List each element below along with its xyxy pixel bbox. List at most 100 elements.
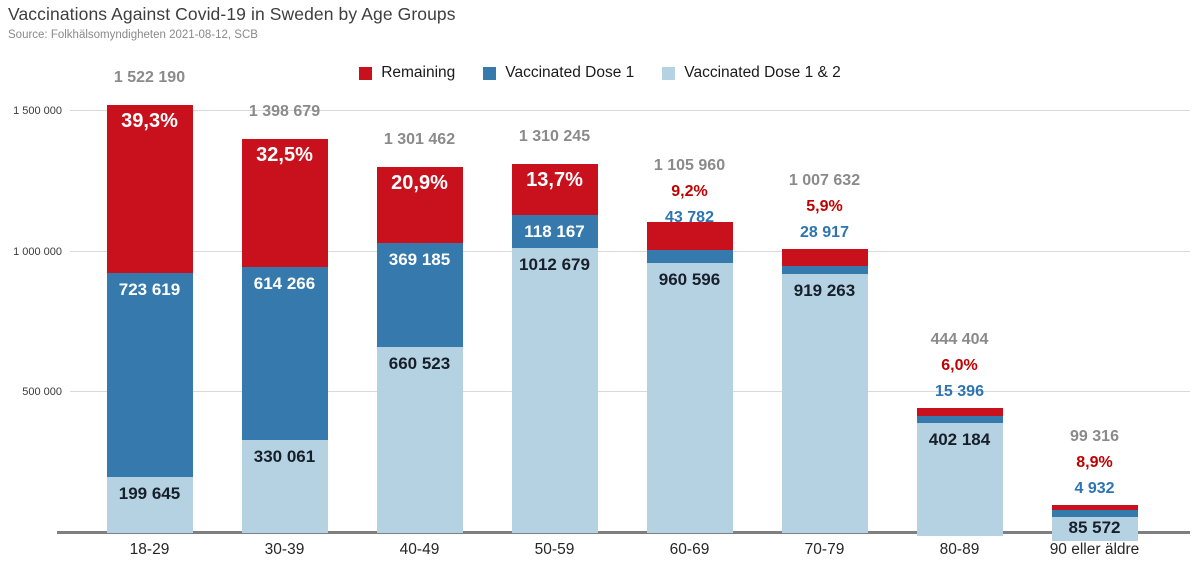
x-axis-label: 40-49 bbox=[399, 541, 440, 558]
bar-column: 1 398 679 32,5% 614 266 330 061 bbox=[217, 90, 352, 533]
bar-total-label: 99 316 bbox=[1070, 428, 1119, 446]
bar-dose1-label: 43 782 bbox=[665, 208, 714, 226]
y-axis-tick: 1 500 000 bbox=[13, 104, 62, 117]
segment-dose1-2: 85 572 bbox=[1051, 517, 1138, 542]
segment-dose1-2: 402 184 bbox=[916, 422, 1003, 536]
bar-dose1-2-label: 85 572 bbox=[1068, 518, 1121, 538]
bar-dose1-2-label: 660 523 bbox=[388, 354, 451, 374]
bar-column: 1 310 245 13,7% 118 167 1012 679 bbox=[487, 90, 622, 533]
y-axis: 500 000 1 000 000 1 500 000 bbox=[0, 90, 62, 533]
x-axis-label: 70-79 bbox=[804, 541, 845, 558]
stacked-bar: 32,5% 614 266 330 061 bbox=[241, 139, 328, 533]
legend-item-remaining: Remaining bbox=[359, 64, 455, 82]
bar-remaining-pct-label: 32,5% bbox=[256, 144, 313, 167]
bar-total-label: 1 398 679 bbox=[248, 103, 321, 121]
segment-dose1-2: 199 645 bbox=[106, 476, 193, 533]
bar-dose1-2-label: 199 645 bbox=[118, 483, 181, 503]
remaining-swatch-icon bbox=[359, 66, 373, 80]
bar-remaining-pct-label: 9,2% bbox=[671, 182, 708, 200]
segment-remaining bbox=[646, 221, 733, 251]
segment-dose1: 614 266 bbox=[241, 267, 328, 441]
legend: Remaining Vaccinated Dose 1 Vaccinated D… bbox=[0, 64, 1200, 82]
segment-remaining: 32,5% bbox=[241, 139, 328, 268]
bar-total-label: 1 301 462 bbox=[383, 130, 456, 148]
stacked-bar: 919 263 bbox=[781, 249, 868, 533]
bar-total-label: 1 105 960 bbox=[653, 156, 726, 174]
bar-remaining-pct-label: 8,9% bbox=[1076, 454, 1113, 472]
bar-column: 1 522 190 39,3% 723 619 199 645 bbox=[82, 69, 217, 533]
bar-column: 1 105 960 9,2% 43 782 960 596 bbox=[622, 90, 757, 533]
segment-remaining bbox=[781, 249, 868, 267]
bar-dose1-label: 369 185 bbox=[388, 250, 451, 270]
segment-dose1-2: 660 523 bbox=[376, 347, 463, 533]
x-axis-label: 60-69 bbox=[669, 541, 710, 558]
bar-column: 1 007 632 5,9% 28 917 919 263 bbox=[757, 90, 892, 533]
bar-remaining-pct-label: 39,3% bbox=[121, 109, 178, 132]
bar-column: 1 301 462 20,9% 369 185 660 523 bbox=[352, 90, 487, 533]
x-axis-label: 90 eller äldre bbox=[1049, 541, 1140, 558]
bar-dose1-label: 118 167 bbox=[524, 221, 585, 241]
bars-row: 1 522 190 39,3% 723 619 199 645 1 398 679 32,… bbox=[82, 69, 1162, 542]
bar-total-label: 1 310 245 bbox=[518, 128, 591, 146]
x-axis-label: 30-39 bbox=[264, 541, 305, 558]
bar-labels-above: 1 301 462 bbox=[310, 127, 530, 153]
bar-labels-above: 1 310 245 bbox=[445, 124, 665, 150]
segment-dose1 bbox=[781, 266, 868, 275]
bar-dose1-label: 723 619 bbox=[118, 280, 181, 300]
segment-dose1 bbox=[1051, 510, 1138, 518]
gridline bbox=[70, 109, 1190, 111]
bar-labels-above: 1 105 960 9,2% 43 782 bbox=[580, 153, 800, 231]
legend-label: Vaccinated Dose 1 bbox=[505, 64, 635, 81]
segment-dose1: 723 619 bbox=[106, 273, 193, 477]
bar-labels-above: 444 404 6,0% 15 396 bbox=[850, 327, 1070, 405]
dose1-swatch-icon bbox=[483, 66, 497, 80]
legend-item-dose1: Vaccinated Dose 1 bbox=[483, 64, 634, 82]
segment-dose1-2: 1012 679 bbox=[511, 248, 598, 533]
bar-total-label: 444 404 bbox=[930, 330, 989, 348]
bar-labels-above: 1 398 679 bbox=[175, 99, 395, 125]
x-axis-label: 18-29 bbox=[129, 541, 170, 558]
segment-dose1 bbox=[916, 415, 1003, 423]
legend-label: Vaccinated Dose 1 & 2 bbox=[684, 64, 841, 81]
stacked-bar: 13,7% 118 167 1012 679 bbox=[511, 164, 598, 533]
bar-dose1-label: 614 266 bbox=[253, 274, 316, 294]
stacked-bar: 402 184 bbox=[916, 407, 1003, 536]
segment-remaining: 13,7% bbox=[511, 164, 598, 215]
segment-dose1-2: 960 596 bbox=[646, 262, 733, 533]
bar-dose1-label: 15 396 bbox=[935, 382, 984, 400]
bar-labels-above: 1 007 632 5,9% 28 917 bbox=[715, 168, 935, 246]
bar-dose1-2-label: 402 184 bbox=[928, 429, 991, 449]
legend-item-dose1-2: Vaccinated Dose 1 & 2 bbox=[662, 64, 841, 82]
source-caption: Source: Folkhälsomyndigheten 2021-08-12,… bbox=[8, 29, 258, 41]
segment-dose1 bbox=[646, 250, 733, 263]
segment-remaining bbox=[916, 407, 1003, 416]
y-axis-tick: 1 000 000 bbox=[13, 245, 62, 258]
x-axis-line bbox=[57, 531, 1190, 534]
bar-total-label: 1 522 190 bbox=[113, 68, 186, 86]
page-title: Vaccinations Against Covid-19 in Sweden … bbox=[8, 4, 456, 24]
segment-remaining: 39,3% bbox=[106, 104, 193, 274]
bar-column: 444 404 6,0% 15 396 402 184 bbox=[892, 90, 1027, 536]
segment-dose1: 118 167 bbox=[511, 214, 598, 249]
stacked-bar: 85 572 bbox=[1051, 505, 1138, 542]
dose1-2-swatch-icon bbox=[662, 66, 676, 80]
x-axis: 18-29 30-39 40-49 50-59 60-69 70-79 80-89 90 el… bbox=[82, 541, 1162, 559]
x-axis-label: 50-59 bbox=[534, 541, 575, 558]
x-axis-label: 80-89 bbox=[939, 541, 980, 558]
segment-dose1-2: 919 263 bbox=[781, 274, 868, 533]
bar-column: 99 316 8,9% 4 932 85 572 bbox=[1027, 90, 1162, 542]
stacked-bar: 39,3% 723 619 199 645 bbox=[106, 104, 193, 533]
legend-label: Remaining bbox=[381, 64, 456, 81]
gridline bbox=[70, 250, 1190, 252]
segment-remaining bbox=[1051, 505, 1138, 511]
segment-dose1-2: 330 061 bbox=[241, 440, 328, 533]
stacked-bar: 20,9% 369 185 660 523 bbox=[376, 166, 463, 533]
bar-dose1-2-label: 1012 679 bbox=[519, 255, 590, 275]
bar-dose1-2-label: 960 596 bbox=[658, 269, 721, 289]
y-axis-tick: 500 000 bbox=[22, 386, 62, 399]
bar-dose1-label: 4 932 bbox=[1074, 480, 1115, 498]
gridline bbox=[70, 391, 1190, 393]
bar-dose1-label: 28 917 bbox=[800, 224, 849, 242]
segment-remaining: 20,9% bbox=[376, 166, 463, 244]
